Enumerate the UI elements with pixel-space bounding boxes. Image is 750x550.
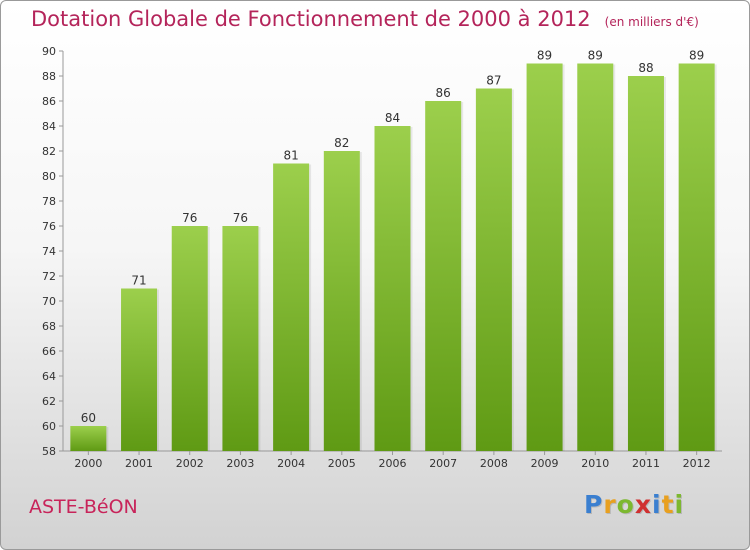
y-tick-label: 78 [42,195,56,208]
bar [526,63,563,451]
y-tick-label: 74 [42,245,56,258]
data-label: 87 [486,74,501,88]
y-tick-label: 70 [42,295,56,308]
data-label: 76 [233,211,248,225]
bar [70,426,107,451]
x-tick-label: 2002 [176,457,204,470]
y-tick-label: 66 [42,345,56,358]
x-tick-label: 2007 [429,457,457,470]
y-tick-label: 90 [42,45,56,58]
y-tick-label: 86 [42,95,56,108]
x-tick-label: 2009 [531,457,559,470]
data-label: 60 [81,411,96,425]
x-tick-label: 2003 [226,457,254,470]
x-tick-label: 2001 [125,457,153,470]
bar [222,226,259,451]
data-label: 88 [638,61,653,75]
bar [577,63,614,451]
y-tick-label: 80 [42,170,56,183]
y-tick-label: 62 [42,395,56,408]
data-label: 86 [436,86,451,100]
chart-title-text: Dotation Globale de Fonctionnement de 20… [31,7,591,31]
proxiti-logo: Proxiti [584,490,684,519]
y-tick-label: 88 [42,70,56,83]
y-tick-label: 58 [42,445,56,458]
x-tick-label: 2006 [379,457,407,470]
x-tick-label: 2000 [74,457,102,470]
bar [425,101,462,451]
bar [374,126,411,451]
chart-subtitle: (en milliers d'€) [604,15,699,29]
logo-letter: r [603,490,617,519]
logo-letter: i [652,490,662,519]
data-label: 71 [131,274,146,288]
data-label: 76 [182,211,197,225]
logo-letter: o [616,490,635,519]
x-tick-label: 2008 [480,457,508,470]
data-label: 84 [385,111,400,125]
bar [171,226,208,451]
bar [121,288,158,451]
data-label: 82 [334,136,349,150]
logo-letter: P [584,490,604,519]
x-tick-label: 2011 [632,457,660,470]
bar [323,151,360,451]
data-label: 89 [689,49,704,63]
y-tick-label: 72 [42,270,56,283]
data-label: 81 [283,149,298,163]
y-tick-label: 76 [42,220,56,233]
commune-name: ASTE-BéON [29,496,138,518]
y-tick-label: 64 [42,370,56,383]
y-tick-label: 82 [42,145,56,158]
y-tick-label: 84 [42,120,56,133]
y-tick-label: 68 [42,320,56,333]
x-tick-label: 2012 [683,457,711,470]
bar [475,88,512,451]
bar [273,163,310,451]
data-label: 89 [537,49,552,63]
x-tick-label: 2010 [581,457,609,470]
y-tick-label: 60 [42,420,56,433]
logo-letter: x [634,490,652,519]
bar [678,63,715,451]
chart-title: Dotation Globale de Fonctionnement de 20… [31,7,699,31]
data-label: 89 [588,49,603,63]
x-tick-label: 2005 [328,457,356,470]
logo-letter: i [674,490,685,519]
logo-letter: t [661,490,675,519]
bar [627,76,664,451]
x-tick-label: 2004 [277,457,305,470]
